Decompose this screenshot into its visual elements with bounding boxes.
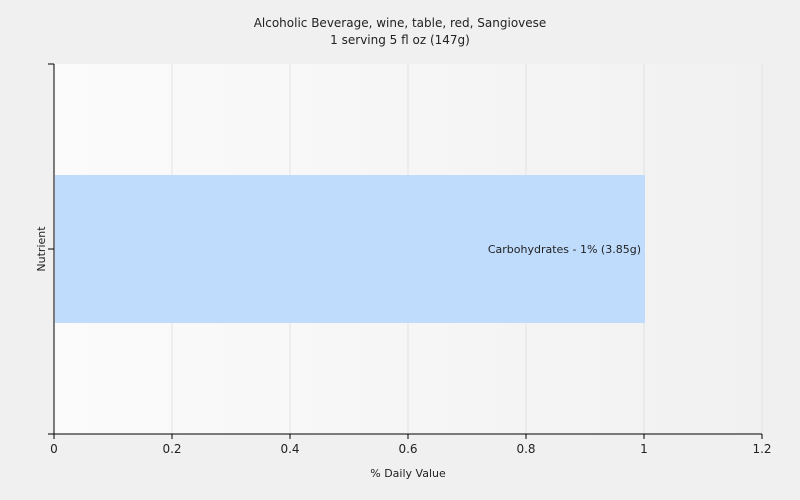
x-tick-label: 1	[640, 442, 648, 456]
x-axis-ticks: 0 0.2 0.4 0.6 0.8 1 1.2	[50, 434, 772, 456]
x-tick-label: 0.4	[280, 442, 299, 456]
x-tick-label: 0.2	[162, 442, 181, 456]
bars: Carbohydrates - 1% (3.85g)	[55, 175, 645, 323]
chart-title: Alcoholic Beverage, wine, table, red, Sa…	[254, 16, 547, 30]
y-axis-label: Nutrient	[35, 226, 48, 272]
x-tick-label: 0.6	[398, 442, 417, 456]
x-tick-label: 0	[50, 442, 58, 456]
x-tick-label: 0.8	[516, 442, 535, 456]
bar-data-label: Carbohydrates - 1% (3.85g)	[488, 243, 641, 256]
x-axis-label: % Daily Value	[370, 467, 446, 480]
chart-subtitle: 1 serving 5 fl oz (147g)	[330, 33, 470, 47]
x-tick-label: 1.2	[752, 442, 771, 456]
bar	[55, 175, 645, 323]
